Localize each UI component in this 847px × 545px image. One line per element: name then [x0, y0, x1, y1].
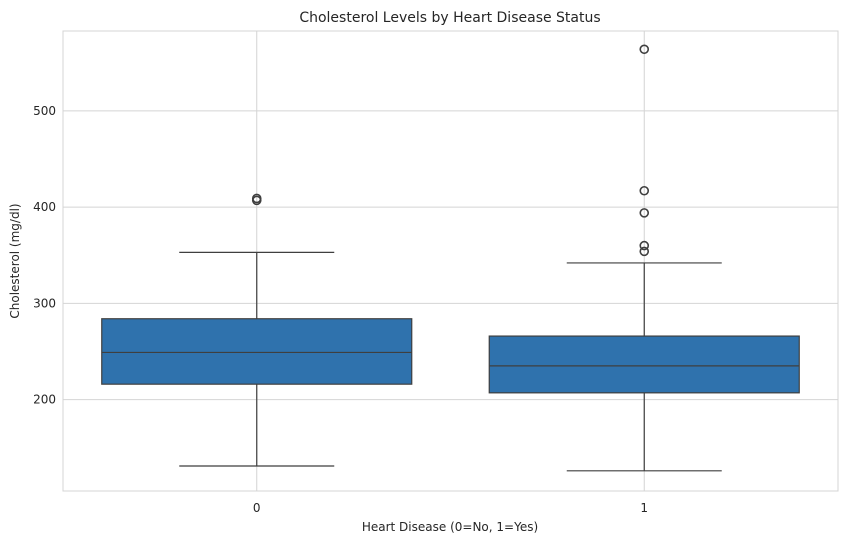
- x-tick-label: 1: [640, 501, 648, 515]
- box-group: [101, 193, 413, 467]
- iqr-box: [488, 335, 800, 394]
- outlier-point: [639, 185, 650, 196]
- y-tick-labels: 200 300 400 500: [33, 104, 56, 407]
- outlier-point: [639, 44, 650, 55]
- outlier-point: [639, 208, 650, 218]
- y-tick-label: 400: [33, 200, 56, 214]
- box-layer: [101, 44, 800, 472]
- box-group: [488, 44, 800, 472]
- plot-frame: [62, 30, 839, 492]
- outlier-point: [639, 240, 650, 251]
- y-tick-label: 200: [33, 393, 56, 407]
- outlier-point: [639, 246, 650, 257]
- outlier-point: [251, 193, 262, 204]
- y-tick-label: 500: [33, 104, 56, 118]
- chart-title: Cholesterol Levels by Heart Disease Stat…: [299, 10, 600, 26]
- x-tick-label: 0: [253, 501, 261, 515]
- y-axis-label: Cholesterol (mg/dl): [8, 203, 22, 318]
- x-axis-label: Heart Disease (0=No, 1=Yes): [362, 520, 538, 534]
- y-tick-label: 300: [33, 296, 56, 310]
- iqr-box: [101, 318, 413, 385]
